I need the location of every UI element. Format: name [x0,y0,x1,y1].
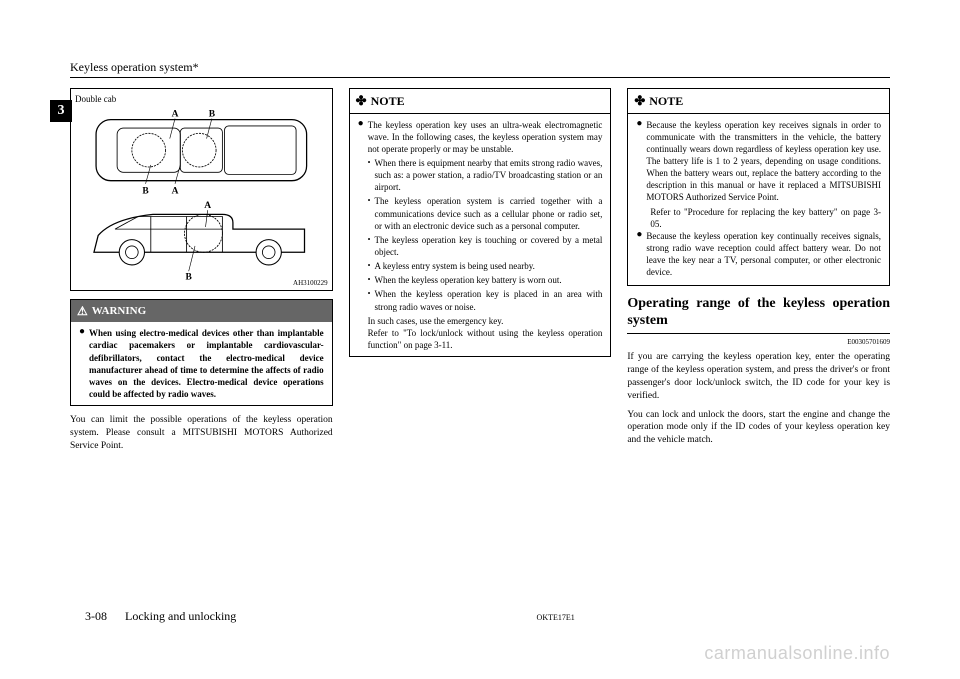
dot-icon: • [368,260,371,272]
note-clover-icon: ✤ [634,92,645,110]
note2-main2: Because the keyless operation key contin… [646,230,881,279]
footer-section: Locking and unlocking [125,609,236,624]
note-clover-icon: ✤ [356,92,367,110]
vehicle-diagram: A B B A [75,107,328,286]
bullet-icon: ● [79,327,85,400]
svg-text:B: B [209,110,216,120]
footer-code: OKTE17E1 [537,613,575,622]
svg-text:B: B [142,186,149,196]
note1-sub6: When the keyless operation key is placed… [374,288,602,312]
note-title-1: NOTE [371,93,405,109]
dot-icon: • [368,234,371,258]
svg-text:B: B [186,273,193,283]
note1-sub4: A keyless entry system is being used nea… [374,260,534,272]
footer-page: 3-08 [85,609,107,624]
col1-body-text: You can limit the possible operations of… [70,414,333,452]
note2-ref1: Refer to "Procedure for replacing the ke… [650,206,881,230]
figure-code: AH3100229 [293,279,328,288]
note-body-2: ● Because the keyless operation key rece… [628,114,889,286]
section-ecode: E00305701609 [627,338,890,347]
note1-sub1: When there is equipment nearby that emit… [374,157,602,193]
warning-box: ⚠ WARNING ● When using electro-medical d… [70,299,333,406]
warning-body: ● When using electro-medical devices oth… [71,322,332,405]
note-box-1: ✤ NOTE ● The keyless operation key uses … [349,88,612,357]
dot-icon: • [368,288,371,312]
section-para2: You can lock and unlock the doors, start… [627,409,890,447]
bullet-icon: ● [636,119,642,204]
dot-icon: • [368,195,371,231]
figure-caption: Double cab [75,93,328,105]
bullet-icon: ● [358,119,364,155]
column-1: Double cab A B B A [70,88,333,568]
page-header: Keyless operation system* [70,60,890,78]
content-columns: Double cab A B B A [70,88,890,568]
note-header-1: ✤ NOTE [350,89,611,114]
column-2: ✤ NOTE ● The keyless operation key uses … [349,88,612,568]
note1-extra2: Refer to "To lock/unlock without using t… [368,327,603,351]
note1-sub3: The keyless operation key is touching or… [374,234,602,258]
note-box-2: ✤ NOTE ● Because the keyless operation k… [627,88,890,286]
note-header-2: ✤ NOTE [628,89,889,114]
bullet-icon: ● [636,230,642,279]
section-para1: If you are carrying the keyless operatio… [627,351,890,402]
dot-icon: • [368,274,371,286]
note1-sub2: The keyless operation system is carried … [374,195,602,231]
warning-title: WARNING [92,304,146,319]
note1-extra1: In such cases, use the emergency key. [368,315,603,327]
svg-text:A: A [172,110,179,120]
note-title-2: NOTE [649,93,683,109]
svg-text:A: A [204,201,211,211]
warning-triangle-icon: ⚠ [77,303,88,319]
warning-text: When using electro-medical devices other… [89,327,324,400]
watermark: carmanualsonline.info [704,643,890,664]
note2-main1: Because the keyless operation key receiv… [646,119,881,204]
dot-icon: • [368,157,371,193]
svg-text:A: A [172,186,179,196]
warning-header: ⚠ WARNING [71,300,332,322]
note-body-1: ● The keyless operation key uses an ultr… [350,114,611,357]
section-heading: Operating range of the keyless operation… [627,296,890,334]
chapter-tab: 3 [50,100,72,122]
column-3: ✤ NOTE ● Because the keyless operation k… [627,88,890,568]
page-footer: 3-08 Locking and unlocking OKTE17E1 [85,609,875,624]
figure-box: Double cab A B B A [70,88,333,291]
note1-main1: The keyless operation key uses an ultra-… [368,119,603,155]
note1-sub5: When the keyless operation key battery i… [374,274,561,286]
